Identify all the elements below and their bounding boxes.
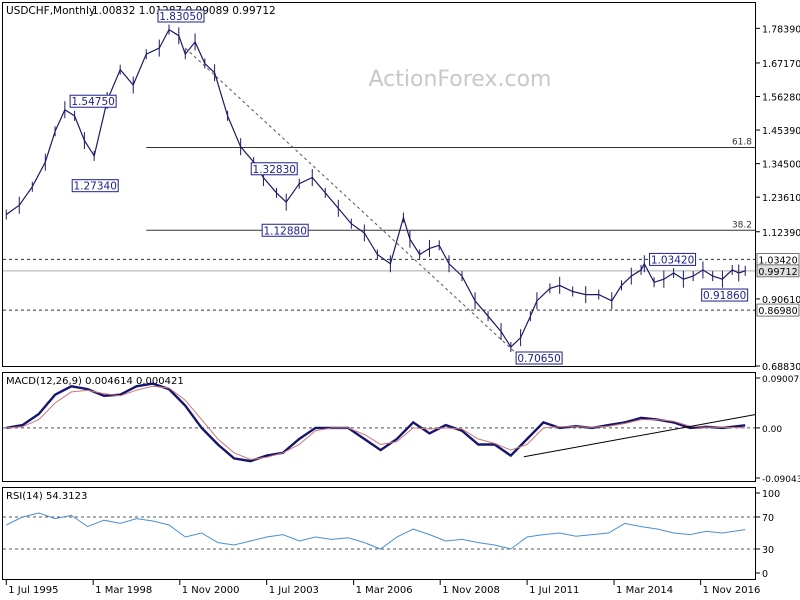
rsi-title: RSI(14) 54.3123 <box>6 491 87 502</box>
price-right-label: 0.99712 <box>758 267 797 278</box>
macd-y-tick-label: 0.00 <box>762 425 782 435</box>
price-label-box <box>649 252 697 266</box>
rsi-y-tick-label: 100 <box>762 489 780 500</box>
x-tick-label: 1 Jul 2003 <box>269 585 319 596</box>
price-right-label-box <box>756 303 800 317</box>
rsi-y-tick-label: 70 <box>762 513 774 524</box>
rsi-panel-frame <box>2 487 756 580</box>
price-label: 0.70650 <box>517 353 560 365</box>
price-right-label: 1.03420 <box>758 255 797 266</box>
price-panel-frame <box>2 2 756 367</box>
x-tick-label: 1 Mar 1998 <box>95 585 152 596</box>
price-label: 1.54750 <box>71 96 114 108</box>
rsi-line <box>6 512 746 550</box>
price-label: 1.83050 <box>159 11 202 23</box>
watermark: ActionForex.com <box>369 67 552 92</box>
price-label: 0.91860 <box>703 290 746 302</box>
x-tick-label: 1 Nov 2000 <box>182 585 240 596</box>
x-tick-label: 1 Nov 2016 <box>703 585 761 596</box>
macd-panel-frame <box>2 372 756 482</box>
rsi-y-tick-label: 30 <box>762 545 774 556</box>
rsi-y-tick-label: 0 <box>762 569 768 580</box>
signal-line <box>6 385 746 461</box>
price-y-tick-label: 0.90610 <box>762 295 800 306</box>
price-y-tick-label: 0.68830 <box>762 362 800 373</box>
price-y-tick-label: 1.56280 <box>762 93 800 104</box>
axes: 1.78390 1.67170 1.56280 1.45390 1.34500 1.236… <box>5 24 800 596</box>
macd-y-tick-label: -0.090435 <box>762 475 800 485</box>
price-y-tick-label: 1.78390 <box>762 24 800 35</box>
fib-label-38.2: 38.2 <box>732 220 752 230</box>
macd-y-tick-label: 0.090072 <box>762 375 800 385</box>
price-label: 1.27340 <box>73 181 116 193</box>
price-right-label: 0.86980 <box>758 306 797 317</box>
fib-label-61.8: 61.8 <box>732 138 752 148</box>
macd-title: MACD(12,26,9) 0.004614 0.000421 <box>6 376 184 387</box>
price-y-tick-label: 1.34500 <box>762 160 800 171</box>
price-label-box <box>515 351 563 365</box>
price-label-box <box>71 179 119 193</box>
price-label-box <box>157 9 205 23</box>
price-y-tick-label: 1.23610 <box>762 193 800 204</box>
chart-symbol: USDCHF,Monthly <box>6 5 95 17</box>
x-tick-label: 1 Mar 2014 <box>616 585 673 596</box>
price-chart: 61.8 38.2 1.83050 1.54750 1.27340 1.32830 1.12… <box>3 9 755 365</box>
macd-chart <box>3 382 756 463</box>
price-label: 1.03420 <box>651 254 694 266</box>
price-label-box <box>69 94 117 108</box>
price-y-tick-label: 1.12390 <box>762 228 800 239</box>
x-tick-label: 1 Jul 1995 <box>8 585 58 596</box>
price-dashed-trendline <box>184 47 525 361</box>
price-right-label-box <box>756 264 800 278</box>
x-tick-label: 1 Jul 2011 <box>529 585 579 596</box>
macd-line <box>6 382 746 463</box>
price-label: 1.32830 <box>253 164 296 176</box>
price-label-box <box>701 288 749 302</box>
x-tick-label: 1 Nov 2008 <box>442 585 500 596</box>
price-y-tick-label: 1.45390 <box>762 126 800 137</box>
price-label-box <box>261 223 309 237</box>
price-y-tick-label: 1.67170 <box>762 59 800 70</box>
rsi-chart <box>3 512 755 550</box>
price-label-box <box>250 162 298 176</box>
macd-trendline <box>523 414 756 458</box>
x-tick-label: 1 Mar 2006 <box>356 585 413 596</box>
price-label: 1.12880 <box>263 225 306 237</box>
